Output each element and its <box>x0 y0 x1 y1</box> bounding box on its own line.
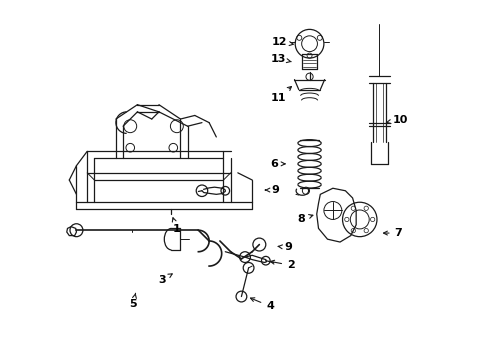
Text: 2: 2 <box>270 260 295 270</box>
Text: 12: 12 <box>271 37 294 47</box>
Text: 1: 1 <box>172 218 181 234</box>
Text: 7: 7 <box>384 228 402 238</box>
Text: 9: 9 <box>278 242 292 252</box>
Text: 9: 9 <box>266 185 279 195</box>
Text: 5: 5 <box>129 293 137 309</box>
Text: 13: 13 <box>270 54 291 64</box>
Text: 8: 8 <box>298 214 313 224</box>
Text: 10: 10 <box>387 115 408 125</box>
Text: 6: 6 <box>270 159 285 169</box>
Text: 11: 11 <box>270 86 292 103</box>
Text: 4: 4 <box>250 298 274 311</box>
Text: 3: 3 <box>159 274 172 285</box>
